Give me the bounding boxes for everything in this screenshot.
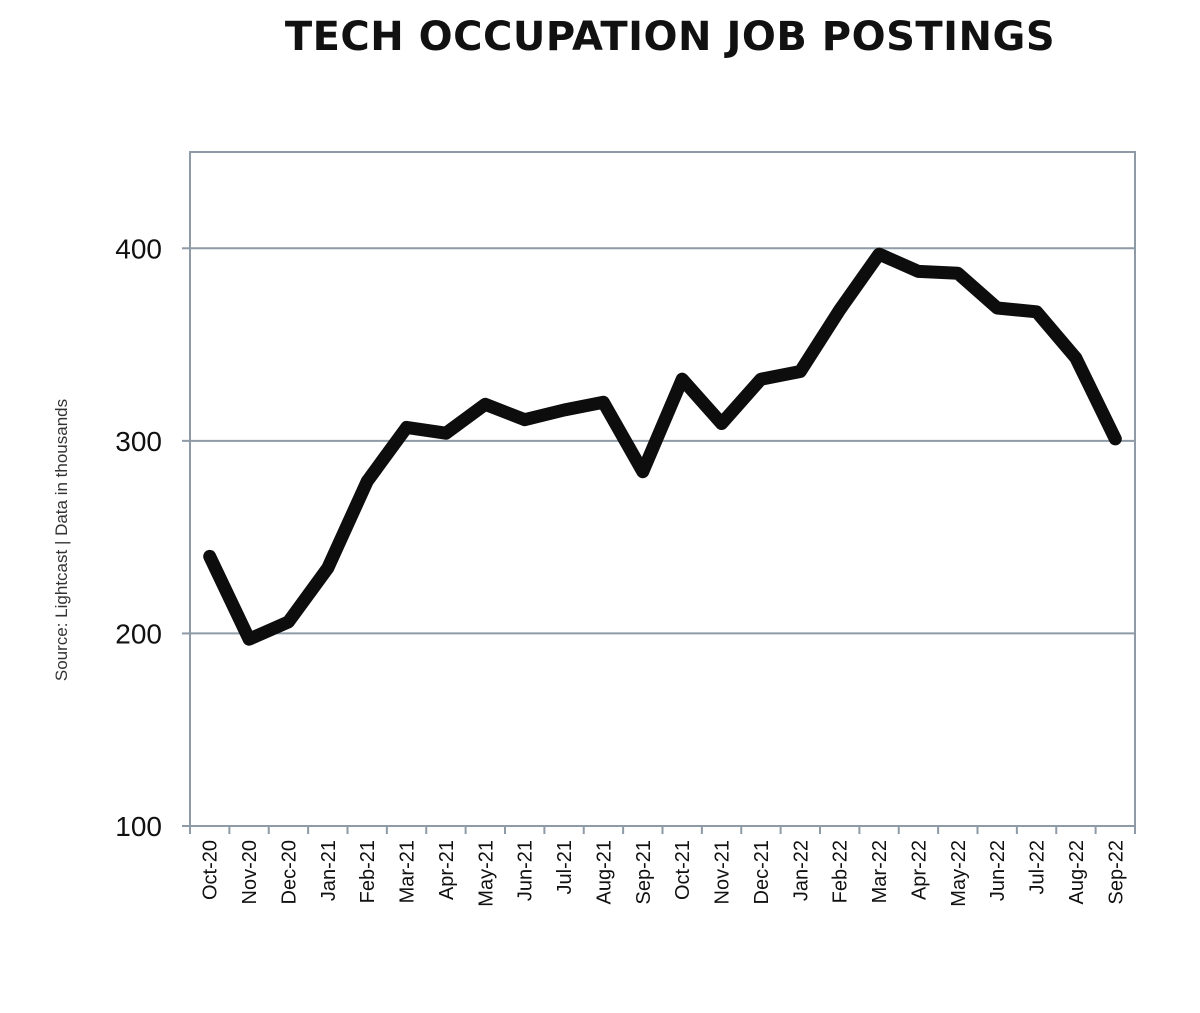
x-tick-label: Nov-21 — [712, 840, 734, 904]
data-point — [365, 479, 369, 483]
data-point — [1074, 356, 1078, 360]
y-tick-label: 100 — [115, 811, 162, 842]
data-point — [720, 422, 724, 426]
x-tick-label: Jun-22 — [987, 840, 1009, 901]
x-tick-label: Sep-21 — [633, 840, 655, 905]
x-tick-label: Feb-21 — [357, 840, 379, 903]
data-point — [326, 566, 330, 570]
x-tick-label: Jun-21 — [515, 840, 537, 901]
data-point — [1113, 437, 1117, 441]
data-point — [995, 306, 999, 310]
data-point — [208, 554, 212, 558]
data-point — [483, 402, 487, 406]
data-point — [523, 418, 527, 422]
data-point — [247, 637, 251, 641]
x-tick-label: Nov-20 — [239, 840, 261, 904]
x-tick-label: Jan-21 — [318, 840, 340, 901]
x-tick-label: Mar-21 — [397, 840, 419, 903]
data-point — [956, 271, 960, 275]
x-tick-label: Oct-20 — [200, 840, 222, 900]
data-point — [286, 620, 290, 624]
plot-frame — [189, 151, 1136, 827]
x-tick-label: Apr-21 — [436, 840, 458, 900]
data-point — [798, 370, 802, 374]
data-point — [759, 377, 763, 381]
y-tick-label: 400 — [115, 233, 162, 264]
data-point — [562, 408, 566, 412]
x-tick-label: Oct-21 — [672, 840, 694, 900]
data-point — [877, 252, 881, 256]
x-tick-label: Aug-22 — [1066, 840, 1088, 905]
data-point — [601, 400, 605, 404]
data-point — [641, 470, 645, 474]
data-point — [916, 269, 920, 273]
data-point — [838, 308, 842, 312]
x-tick-label: Jul-21 — [554, 840, 576, 894]
x-tick-label: Sep-22 — [1105, 840, 1127, 905]
data-point — [444, 431, 448, 435]
y-tick-label: 200 — [115, 618, 162, 649]
x-tick-label: Jul-22 — [1027, 840, 1049, 894]
x-tick-label: Aug-21 — [593, 840, 615, 905]
data-point — [405, 425, 409, 429]
data-point — [1035, 310, 1039, 314]
x-tick-label: Dec-20 — [278, 840, 300, 904]
x-tick-label: Dec-21 — [751, 840, 773, 904]
chart-title: TECH OCCUPATION JOB POSTINGS — [284, 14, 1056, 60]
x-tick-label: May-22 — [948, 840, 970, 907]
y-tick-label: 300 — [115, 426, 162, 457]
x-tick-label: Mar-22 — [869, 840, 891, 903]
x-tick-label: Feb-22 — [830, 840, 852, 903]
data-point — [680, 377, 684, 381]
series-line — [203, 247, 1122, 646]
x-tick-label: Jan-22 — [790, 840, 812, 901]
x-tick-label: Apr-22 — [908, 840, 930, 900]
x-tick-label: May-21 — [475, 840, 497, 907]
